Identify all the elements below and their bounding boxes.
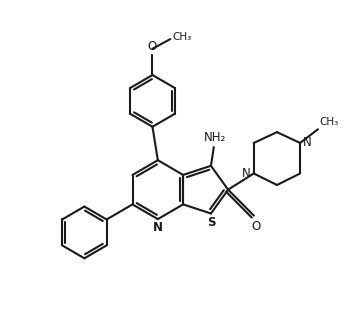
Text: N: N (242, 167, 251, 180)
Text: O: O (148, 40, 157, 53)
Text: CH₃: CH₃ (172, 32, 191, 42)
Text: O: O (251, 220, 260, 233)
Text: N: N (153, 221, 163, 234)
Text: N: N (303, 137, 312, 149)
Text: CH₃: CH₃ (320, 117, 339, 127)
Text: S: S (207, 216, 216, 229)
Text: NH₂: NH₂ (204, 131, 226, 143)
